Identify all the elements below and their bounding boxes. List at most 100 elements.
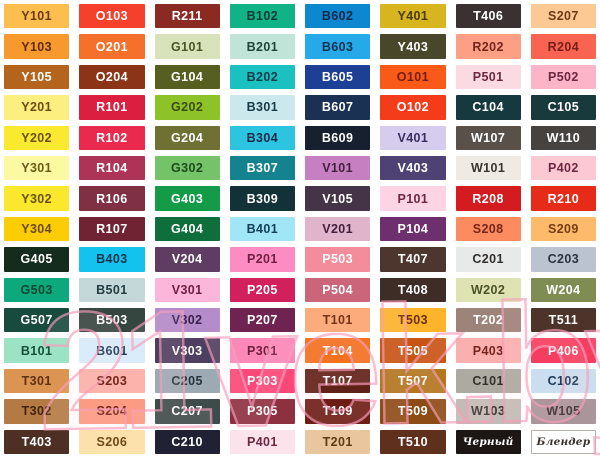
swatch-S206: S206 [79, 429, 145, 454]
swatch-V301: V301 [154, 277, 220, 302]
swatch-W103: W103 [455, 399, 521, 424]
swatch-T202: T202 [455, 307, 521, 333]
swatch-V101: V101 [305, 155, 371, 181]
swatch-R107: R107 [79, 216, 145, 242]
swatch-C102: C102 [530, 368, 596, 394]
swatch-S203: S203 [79, 368, 145, 394]
swatch-T407: T407 [380, 247, 446, 272]
swatch-O103: O103 [79, 4, 145, 29]
swatch-P504: P504 [305, 277, 371, 302]
swatch-Y201: Y201 [4, 95, 70, 120]
swatch-B101: B101 [4, 338, 70, 363]
swatch-W101: W101 [455, 155, 521, 181]
swatch-B501: B501 [79, 277, 145, 302]
swatch-T408: T408 [380, 277, 446, 302]
swatch-T107: T107 [305, 368, 371, 394]
swatch-V105: V105 [305, 186, 371, 211]
swatch-G404: G404 [154, 216, 220, 242]
swatch-B102: B102 [229, 4, 295, 29]
swatch-V201: V201 [305, 216, 371, 242]
swatch-T301: T301 [4, 368, 70, 394]
swatch-Y302: Y302 [4, 186, 70, 211]
swatch-S208: S208 [455, 216, 521, 242]
swatch-G204: G204 [154, 125, 220, 150]
swatch-T507: T507 [380, 368, 446, 394]
swatch-B609: B609 [305, 125, 371, 150]
swatch-W105: W105 [530, 399, 596, 424]
swatch-T406: T406 [455, 4, 521, 29]
swatch-P301: P301 [229, 338, 295, 363]
swatch-W202: W202 [455, 277, 521, 302]
swatch-S204: S204 [79, 399, 145, 424]
swatch-T510: T510 [380, 429, 446, 454]
swatch-B403: B403 [79, 247, 145, 272]
swatch-R204: R204 [530, 34, 596, 59]
swatch-blender: Блендер [530, 429, 596, 454]
swatch-B309: B309 [229, 186, 295, 211]
swatch-B201: B201 [229, 34, 295, 59]
swatch-B202: B202 [229, 64, 295, 90]
swatch-Y202: Y202 [4, 125, 70, 150]
swatch-R210: R210 [530, 186, 596, 211]
swatch-Y103: Y103 [4, 34, 70, 59]
swatch-C205: C205 [154, 368, 220, 394]
swatch-Y301: Y301 [4, 155, 70, 181]
swatch-T302: T302 [4, 399, 70, 424]
swatch-R208: R208 [455, 186, 521, 211]
swatch-R106: R106 [79, 186, 145, 211]
swatch-Y401: Y401 [380, 4, 446, 29]
swatch-V401: V401 [380, 125, 446, 150]
swatch-O204: O204 [79, 64, 145, 90]
swatch-C210: C210 [154, 429, 220, 454]
swatch-G507: G507 [4, 307, 70, 333]
swatch-G405: G405 [4, 247, 70, 272]
swatch-P303: P303 [229, 368, 295, 394]
swatch-G302: G302 [154, 155, 220, 181]
swatch-G202: G202 [154, 95, 220, 120]
swatch-R101: R101 [79, 95, 145, 120]
swatch-S209: S209 [530, 216, 596, 242]
swatch-P205: P205 [229, 277, 295, 302]
swatch-P502: P502 [530, 64, 596, 90]
swatch-Y304: Y304 [4, 216, 70, 242]
swatch-G104: G104 [154, 64, 220, 90]
swatch-T505: T505 [380, 338, 446, 363]
swatch-P201: P201 [229, 247, 295, 272]
swatch-S207: S207 [530, 4, 596, 29]
swatch-B307: B307 [229, 155, 295, 181]
swatch-black: Черный [455, 429, 521, 454]
swatch-R102: R102 [79, 125, 145, 150]
swatch-R211: R211 [154, 4, 220, 29]
swatch-C201: C201 [455, 247, 521, 272]
swatch-B301: B301 [229, 95, 295, 120]
swatch-P503: P503 [305, 247, 371, 272]
swatch-T201: T201 [305, 429, 371, 454]
swatch-P101: P101 [380, 186, 446, 211]
swatch-G503: G503 [4, 277, 70, 302]
swatch-G403: G403 [154, 186, 220, 211]
swatch-T109: T109 [305, 399, 371, 424]
swatch-grid: Y101 O103 R211 B102 B602 Y401 T406 S207 Y103 O201… [4, 4, 596, 454]
swatch-P402: P402 [530, 155, 596, 181]
swatch-Y105: Y105 [4, 64, 70, 90]
swatch-B602: B602 [305, 4, 371, 29]
swatch-T403: T403 [4, 429, 70, 454]
swatch-C207: C207 [154, 399, 220, 424]
swatch-B401: B401 [229, 216, 295, 242]
swatch-C101: C101 [455, 368, 521, 394]
swatch-V303: V303 [154, 338, 220, 363]
swatch-P406: P406 [530, 338, 596, 363]
swatch-R104: R104 [79, 155, 145, 181]
swatch-G101: G101 [154, 34, 220, 59]
swatch-P104: P104 [380, 216, 446, 242]
swatch-O201: O201 [79, 34, 145, 59]
swatch-W107: W107 [455, 125, 521, 150]
swatch-B603: B603 [305, 34, 371, 59]
swatch-Y101: Y101 [4, 4, 70, 29]
swatch-B601: B601 [79, 338, 145, 363]
swatch-B503: B503 [79, 307, 145, 333]
swatch-Y403: Y403 [380, 34, 446, 59]
swatch-P501: P501 [455, 64, 521, 90]
swatch-P305: P305 [229, 399, 295, 424]
